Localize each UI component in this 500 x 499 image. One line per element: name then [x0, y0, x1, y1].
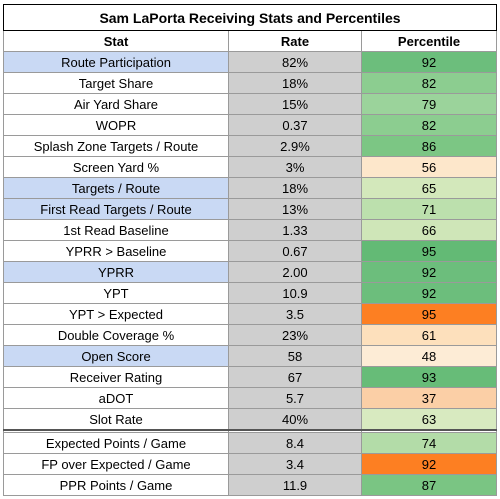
table-row: Receiver Rating 67 93: [3, 366, 498, 388]
percentile-cell: 61: [360, 324, 498, 346]
stat-cell: YPRR: [3, 261, 229, 283]
percentile-cell: 79: [360, 93, 498, 115]
stat-cell: 1st Read Baseline: [3, 219, 229, 241]
percentile-cell: 92: [360, 282, 498, 304]
rate-cell: 2.00: [228, 261, 362, 283]
rate-cell: 8.4: [228, 432, 362, 454]
rate-cell: 5.7: [228, 387, 362, 409]
percentile-cell: 87: [360, 474, 498, 496]
percentile-cell: 93: [360, 366, 498, 388]
table-row: Screen Yard % 3% 56: [3, 156, 498, 178]
table-row: 1st Read Baseline 1.33 66: [3, 219, 498, 241]
table-row: Targets / Route 18% 65: [3, 177, 498, 199]
table-row: FP over Expected / Game 3.4 92: [3, 453, 498, 475]
table-row: Splash Zone Targets / Route 2.9% 86: [3, 135, 498, 157]
percentile-cell: 86: [360, 135, 498, 157]
header-stat: Stat: [3, 30, 229, 52]
stat-cell: Splash Zone Targets / Route: [3, 135, 229, 157]
percentile-cell: 92: [360, 261, 498, 283]
percentile-cell: 63: [360, 408, 498, 431]
stat-cell: First Read Targets / Route: [3, 198, 229, 220]
percentile-cell: 82: [360, 114, 498, 136]
stat-cell: YPT: [3, 282, 229, 304]
table-row: aDOT 5.7 37: [3, 387, 498, 409]
rate-cell: 13%: [228, 198, 362, 220]
table-row: Target Share 18% 82: [3, 72, 498, 94]
rate-cell: 1.33: [228, 219, 362, 241]
percentile-cell: 37: [360, 387, 498, 409]
rate-cell: 82%: [228, 51, 362, 73]
percentile-cell: 95: [360, 303, 498, 325]
stat-cell: Open Score: [3, 345, 229, 367]
rate-cell: 40%: [228, 408, 362, 431]
table-row: Double Coverage % 23% 61: [3, 324, 498, 346]
rate-cell: 0.37: [228, 114, 362, 136]
stat-cell: aDOT: [3, 387, 229, 409]
table-row: Slot Rate 40% 63: [3, 408, 498, 431]
table-body: Route Participation 82% 92 Target Share 18% 8…: [3, 51, 498, 496]
rate-cell: 3.4: [228, 453, 362, 475]
stat-cell: YPT > Expected: [3, 303, 229, 325]
stat-cell: Target Share: [3, 72, 229, 94]
rate-cell: 10.9: [228, 282, 362, 304]
table-row: YPT > Expected 3.5 95: [3, 303, 498, 325]
header-percentile: Percentile: [360, 30, 498, 52]
stat-cell: PPR Points / Game: [3, 474, 229, 496]
percentile-cell: 92: [360, 51, 498, 73]
stats-table: Sam LaPorta Receiving Stats and Percenti…: [2, 4, 498, 496]
stat-cell: YPRR > Baseline: [3, 240, 229, 262]
table-row: Route Participation 82% 92: [3, 51, 498, 73]
percentile-cell: 82: [360, 72, 498, 94]
percentile-cell: 92: [360, 453, 498, 475]
rate-cell: 18%: [228, 177, 362, 199]
percentile-cell: 56: [360, 156, 498, 178]
table-row: Open Score 58 48: [3, 345, 498, 367]
stat-cell: FP over Expected / Game: [3, 453, 229, 475]
rate-cell: 11.9: [228, 474, 362, 496]
percentile-cell: 74: [360, 432, 498, 454]
rate-cell: 3.5: [228, 303, 362, 325]
percentile-cell: 65: [360, 177, 498, 199]
stat-cell: Double Coverage %: [3, 324, 229, 346]
rate-cell: 58: [228, 345, 362, 367]
table-row: YPRR 2.00 92: [3, 261, 498, 283]
percentile-cell: 48: [360, 345, 498, 367]
percentile-cell: 71: [360, 198, 498, 220]
table-row: YPRR > Baseline 0.67 95: [3, 240, 498, 262]
rate-cell: 23%: [228, 324, 362, 346]
stat-cell: Receiver Rating: [3, 366, 229, 388]
rate-cell: 2.9%: [228, 135, 362, 157]
table-title: Sam LaPorta Receiving Stats and Percenti…: [2, 4, 498, 31]
table-row: First Read Targets / Route 13% 71: [3, 198, 498, 220]
rate-cell: 67: [228, 366, 362, 388]
stat-cell: Targets / Route: [3, 177, 229, 199]
stat-cell: Expected Points / Game: [3, 432, 229, 454]
stat-cell: Route Participation: [3, 51, 229, 73]
rate-cell: 15%: [228, 93, 362, 115]
percentile-cell: 95: [360, 240, 498, 262]
table-row: PPR Points / Game 11.9 87: [3, 474, 498, 496]
table-row: Expected Points / Game 8.4 74: [3, 432, 498, 454]
stat-cell: WOPR: [3, 114, 229, 136]
percentile-cell: 66: [360, 219, 498, 241]
table-row: YPT 10.9 92: [3, 282, 498, 304]
table-row: WOPR 0.37 82: [3, 114, 498, 136]
stat-cell: Screen Yard %: [3, 156, 229, 178]
rate-cell: 0.67: [228, 240, 362, 262]
rate-cell: 18%: [228, 72, 362, 94]
header-rate: Rate: [228, 30, 362, 52]
rate-cell: 3%: [228, 156, 362, 178]
table-row: Air Yard Share 15% 79: [3, 93, 498, 115]
stat-cell: Slot Rate: [3, 408, 229, 431]
stat-cell: Air Yard Share: [3, 93, 229, 115]
